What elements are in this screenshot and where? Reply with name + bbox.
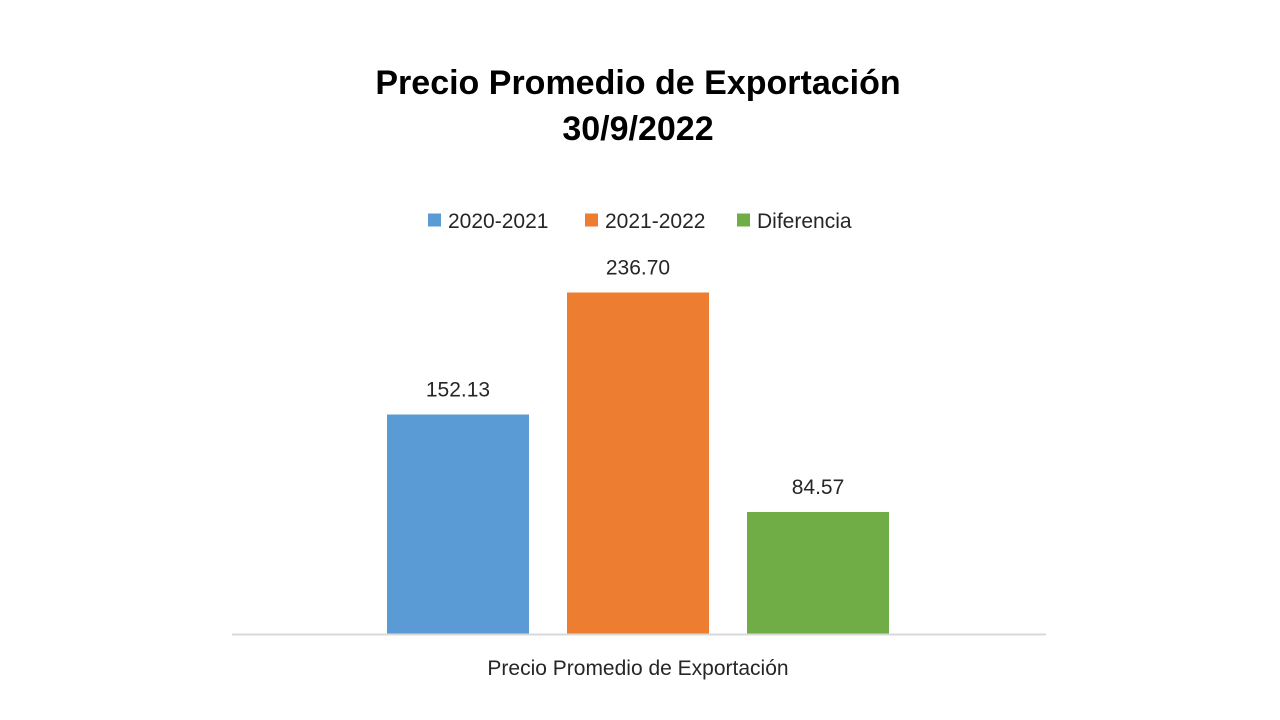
bar-2020-2021 <box>387 414 529 634</box>
bar-2021-2022 <box>567 292 709 634</box>
legend-label-diferencia: Diferencia <box>757 210 852 233</box>
data-label-2020-2021: 152.13 <box>426 379 490 402</box>
chart-bars <box>387 292 889 634</box>
legend-swatch-2021-2022 <box>585 213 598 227</box>
legend-swatch-diferencia <box>737 213 750 227</box>
legend-swatch-2020-2021 <box>428 213 441 227</box>
data-label-diferencia: 84.57 <box>792 476 845 499</box>
chart-legend: 2020-2021 2021-2022 Diferencia <box>428 210 852 233</box>
category-label: Precio Promedio de Exportación <box>487 657 788 680</box>
chart-data-labels: 152.13 236.70 84.57 <box>426 257 844 499</box>
chart-title-line-2: 30/9/2022 <box>562 110 714 148</box>
data-label-2021-2022: 236.70 <box>606 257 670 280</box>
chart-title: Precio Promedio de Exportación 30/9/2022 <box>0 60 1276 152</box>
chart-title-line-1: Precio Promedio de Exportación <box>375 64 901 102</box>
bar-diferencia <box>747 511 889 634</box>
legend-label-2020-2021: 2020-2021 <box>448 210 548 233</box>
chart-category-labels: Precio Promedio de Exportación <box>487 657 788 680</box>
legend-label-2021-2022: 2021-2022 <box>605 210 705 233</box>
